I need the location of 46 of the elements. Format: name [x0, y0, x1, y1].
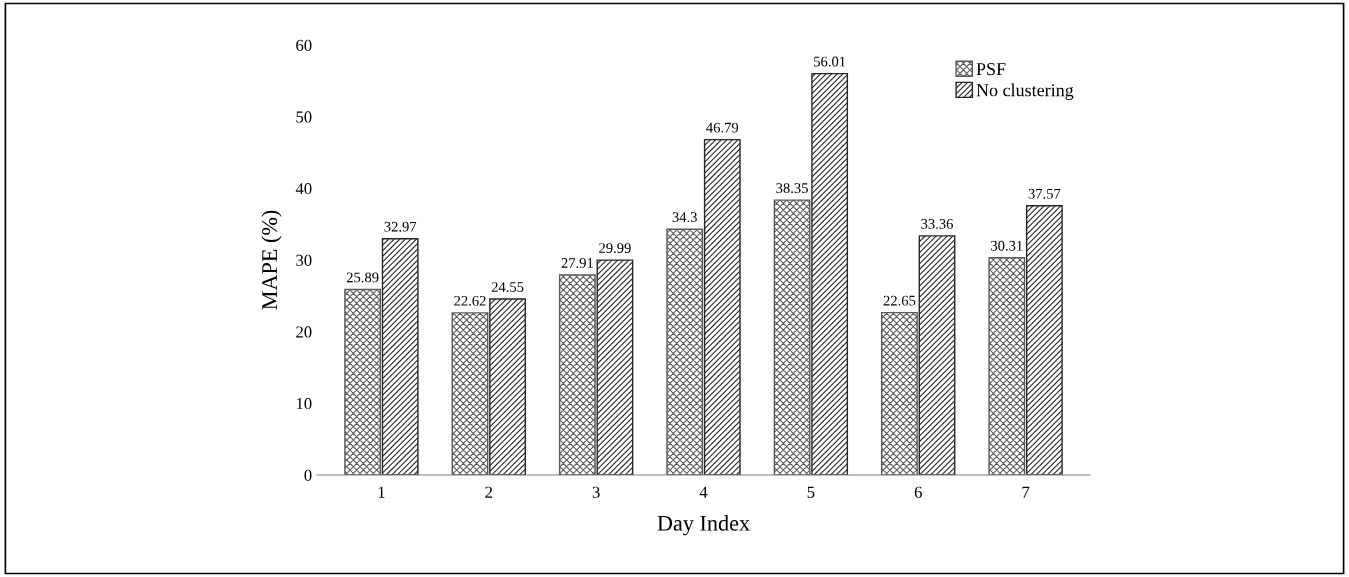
y-tick-label: 20 [296, 326, 312, 338]
data-label: 46.79 [706, 122, 739, 133]
legend-label: PSF [976, 63, 1006, 76]
data-label: 24.55 [491, 282, 524, 292]
x-tick-label: 4 [699, 486, 708, 498]
x-tick-label: 7 [1022, 486, 1030, 498]
bar [881, 311, 918, 475]
y-axis-title: MAPE (%) [261, 210, 282, 310]
bar [811, 72, 849, 475]
x-tick-label: 5 [807, 486, 815, 498]
data-label: 30.31 [991, 240, 1023, 251]
data-label: 38.35 [776, 183, 808, 194]
data-label: 22.65 [883, 295, 916, 306]
bar [558, 274, 596, 475]
bar [988, 257, 1026, 475]
data-label: 25.89 [346, 272, 379, 283]
legend-label: No clustering [976, 83, 1074, 101]
x-tick-label: 1 [378, 486, 385, 498]
bar [666, 228, 704, 475]
bar [344, 288, 382, 475]
y-tick-label: 30 [296, 254, 312, 266]
bar [489, 298, 526, 475]
y-tick-label: 10 [296, 398, 312, 410]
y-tick-label: 60 [296, 39, 312, 51]
y-tick-label: 0 [304, 469, 312, 481]
x-tick-label: 2 [485, 486, 493, 498]
data-label: 32.97 [384, 221, 417, 232]
bar [596, 259, 634, 475]
bar [773, 199, 811, 475]
bar [703, 138, 741, 475]
data-label: 33.36 [921, 218, 953, 229]
y-tick-label: 50 [296, 111, 312, 123]
data-label: 22.62 [454, 295, 486, 306]
x-tick-label: 6 [914, 486, 922, 498]
bar [1025, 205, 1063, 475]
x-axis-title: Day Index [657, 515, 750, 536]
data-label: 37.57 [1028, 188, 1061, 199]
x-tick-label: 3 [592, 486, 600, 498]
data-label: 34.3 [672, 212, 697, 223]
data-label: 27.91 [561, 258, 593, 268]
bar [381, 238, 419, 475]
data-label: 56.01 [814, 56, 846, 67]
bar [918, 235, 956, 475]
y-tick-label: 40 [295, 183, 312, 195]
bar [451, 312, 489, 475]
data-label: 29.99 [599, 243, 631, 254]
